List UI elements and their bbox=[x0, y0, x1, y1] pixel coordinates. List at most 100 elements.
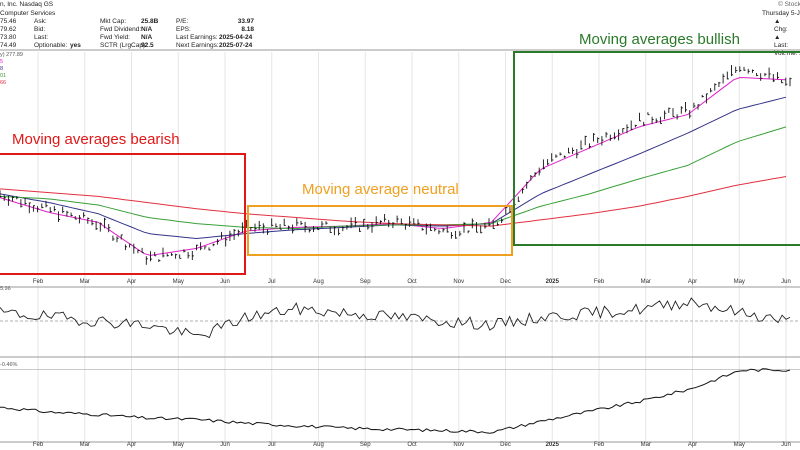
sector: Computer Services bbox=[0, 10, 56, 17]
x-tick-label: Feb bbox=[594, 442, 605, 448]
ma-legend-long: 01 bbox=[0, 73, 7, 79]
label-next-earnings: Next Earnings: bbox=[176, 42, 219, 49]
label-last-right: Last: bbox=[774, 42, 789, 49]
value-next-earnings: 2025-07-24 bbox=[219, 42, 253, 49]
watermark: © StockC bbox=[778, 1, 800, 8]
x-tick-label: Dec bbox=[500, 442, 511, 448]
ma-legend-longest: 66 bbox=[0, 80, 7, 86]
optionable-value: yes bbox=[70, 42, 81, 49]
x-tick-label: May bbox=[173, 442, 184, 448]
chart-grid bbox=[37, 52, 787, 442]
value-fwd-yield: N/A bbox=[141, 34, 153, 41]
x-tick-label: May bbox=[734, 442, 745, 448]
x-tick-label: May bbox=[173, 279, 184, 285]
x-tick-label: Jun bbox=[781, 279, 791, 285]
up-arrow-icon: ▲ bbox=[774, 34, 781, 41]
x-tick-label: Mar bbox=[641, 279, 651, 285]
price-column: 75.46 79.62 73.80 74.49 bbox=[0, 18, 16, 50]
label-ask: Ask: bbox=[34, 18, 47, 25]
x-tick-label: Apr bbox=[688, 442, 697, 448]
label-sctr: SCTR (LrgCap): bbox=[100, 42, 147, 49]
oscillator-line bbox=[0, 297, 791, 339]
label-last: Last: bbox=[34, 34, 49, 41]
label-optionable: Optionable: bbox=[34, 42, 68, 49]
x-tick-label: Aug bbox=[313, 279, 324, 285]
price-value: 79.62 bbox=[0, 26, 17, 33]
x-tick-label: Sep bbox=[360, 279, 371, 285]
x-tick-label: Jun bbox=[781, 442, 791, 448]
x-tick-label: 2025 bbox=[546, 279, 560, 285]
x-axis-labels: Feb Feb Mar Mar Apr Apr May May Jun Jun Jul Jul Aug A… bbox=[33, 279, 791, 448]
x-tick-label: Feb bbox=[594, 279, 605, 285]
ma-legend-mid: 8 bbox=[0, 66, 4, 72]
price-bars bbox=[0, 65, 792, 265]
x-tick-label: May bbox=[734, 279, 745, 285]
x-tick-label: Feb bbox=[33, 442, 44, 448]
x-tick-label: Sep bbox=[360, 442, 371, 448]
x-tick-label: Nov bbox=[453, 442, 464, 448]
earnings-dates: 2025-04-24 2025-07-24 bbox=[219, 34, 252, 50]
price-value: 73.80 bbox=[0, 34, 17, 41]
oscillator-panel bbox=[0, 297, 800, 339]
up-arrow-icon: ▲ bbox=[774, 18, 781, 25]
bearish-annotation: Moving averages bearish bbox=[12, 131, 180, 148]
label-pe: P/E: bbox=[176, 18, 189, 25]
price-value: 74.49 bbox=[0, 42, 17, 49]
x-tick-label: Jul bbox=[268, 279, 276, 285]
x-tick-label: Aug bbox=[313, 442, 324, 448]
right-labels: ▲ Chg: ▲ Last: Volume: 2 bbox=[774, 18, 800, 58]
oscillator-label: 5.96 bbox=[0, 286, 11, 292]
ma-short-line bbox=[0, 76, 787, 256]
quote-date: Thursday 5-J bbox=[762, 10, 800, 17]
x-tick-label: Apr bbox=[127, 279, 136, 285]
x-tick-label: Feb bbox=[33, 279, 44, 285]
label-chg: Chg: bbox=[774, 26, 788, 33]
ma-legend: y) 277.89 5 8 01 66 bbox=[0, 52, 23, 87]
moving-average-lines bbox=[0, 76, 787, 256]
x-tick-label: Mar bbox=[80, 442, 90, 448]
neutral-annotation: Moving average neutral bbox=[302, 181, 459, 198]
bullish-box bbox=[513, 51, 800, 246]
x-tick-label: Apr bbox=[688, 279, 697, 285]
value-pe: 33.97 bbox=[237, 18, 254, 25]
fund-values: 33.97 8.18 bbox=[218, 18, 254, 34]
value-mkt-cap: 25.8B bbox=[141, 18, 159, 25]
price-labels: Ask: Bid: Last: Optionable: bbox=[34, 18, 67, 50]
label-last-earnings: Last Earnings: bbox=[176, 34, 218, 41]
ma-legend-price: y) 277.89 bbox=[0, 52, 23, 58]
fund-labels: P/E: EPS: Last Earnings: Next Earnings: bbox=[176, 18, 219, 50]
x-tick-label: Jun bbox=[220, 279, 230, 285]
x-tick-label: Mar bbox=[641, 442, 651, 448]
value-fwd-dividend: N/A bbox=[141, 26, 153, 33]
x-tick-label: Oct bbox=[407, 442, 417, 448]
label-volume: Volume: 2 bbox=[774, 50, 800, 57]
x-tick-label: Jun bbox=[220, 442, 230, 448]
stats-values: 25.8B N/A N/A 92.5 bbox=[141, 18, 158, 50]
x-tick-label: Nov bbox=[453, 279, 464, 285]
relative-strength-label: -0.46% bbox=[0, 362, 18, 368]
price-value: 75.46 bbox=[0, 18, 17, 25]
ma-mid-line bbox=[0, 96, 787, 240]
bullish-annotation: Moving averages bullish bbox=[579, 31, 740, 48]
label-mkt-cap: Mkt Cap: bbox=[100, 18, 127, 25]
label-eps: EPS: bbox=[176, 26, 191, 33]
company-name: n, Inc. Nasdaq GS bbox=[0, 1, 54, 8]
stats-labels: Mkt Cap: Fwd Dividend: Fwd Yield: SCTR (… bbox=[100, 18, 147, 50]
label-fwd-yield: Fwd Yield: bbox=[100, 34, 130, 41]
neutral-box bbox=[247, 205, 513, 256]
panel-dividers bbox=[0, 49, 800, 443]
value-sctr: 92.5 bbox=[141, 42, 154, 49]
relative-strength-panel bbox=[0, 368, 800, 434]
label-fwd-dividend: Fwd Dividend: bbox=[100, 26, 142, 33]
bearish-box bbox=[0, 153, 246, 275]
value-last-earnings: 2025-04-24 bbox=[219, 34, 253, 41]
x-tick-label: Dec bbox=[500, 279, 511, 285]
relative-strength-line bbox=[0, 368, 791, 434]
x-tick-label: 2025 bbox=[546, 442, 560, 448]
x-tick-label: Oct bbox=[407, 279, 417, 285]
x-tick-label: Jul bbox=[268, 442, 276, 448]
value-eps: 8.18 bbox=[241, 26, 254, 33]
x-tick-label: Apr bbox=[127, 442, 136, 448]
